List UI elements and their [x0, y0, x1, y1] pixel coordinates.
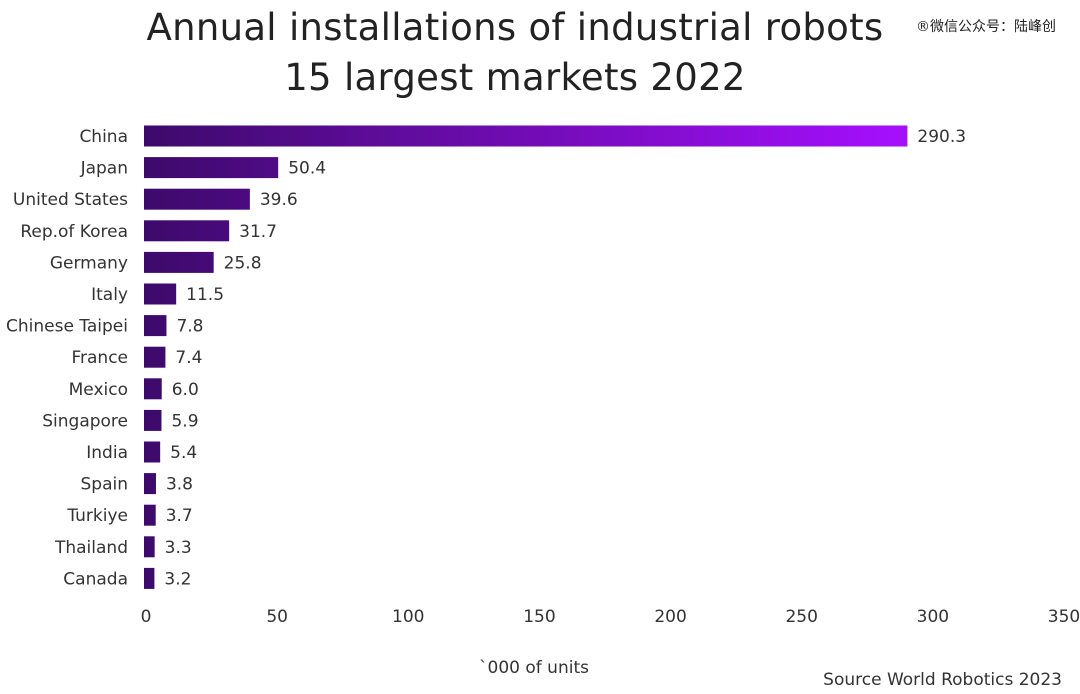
value-label: 6.0: [172, 380, 199, 400]
category-label: Germany: [50, 253, 128, 273]
value-label: 3.8: [166, 475, 193, 495]
bar-japan: [144, 157, 279, 179]
bar-india: [144, 441, 161, 463]
bar-thailand: [144, 536, 155, 558]
value-label: 3.7: [166, 506, 193, 526]
value-label: 5.9: [171, 411, 198, 431]
bars-layer: [144, 125, 908, 589]
bar-mexico: [144, 378, 162, 400]
category-label: Chinese Taipei: [6, 317, 128, 337]
value-label: 11.5: [186, 285, 224, 305]
bar-china: [144, 125, 908, 147]
category-label: France: [71, 348, 128, 368]
x-tick-label: 250: [785, 607, 817, 627]
value-label: 39.6: [260, 190, 298, 210]
chart-title: Annual installations of industrial robot…: [146, 6, 884, 49]
value-label: 7.8: [176, 317, 203, 337]
chart-subtitle: 15 largest markets 2022: [284, 56, 746, 99]
x-tick-label: 50: [266, 607, 288, 627]
category-label: United States: [13, 190, 128, 210]
category-label: India: [86, 443, 128, 463]
value-label: 50.4: [288, 159, 326, 179]
x-tick-label: 300: [917, 607, 949, 627]
category-label: Spain: [81, 475, 129, 495]
watermark-text: ®微信公众号：陆峰创: [916, 19, 1056, 35]
x-tick-label: 350: [1048, 607, 1080, 627]
category-label: Italy: [91, 285, 128, 305]
bar-rep-of-korea: [144, 220, 230, 242]
x-tick-label: 100: [392, 607, 424, 627]
category-label: Canada: [63, 569, 128, 589]
x-axis-title: `000 of units: [479, 658, 589, 678]
value-label: 3.3: [165, 538, 192, 558]
category-label: Japan: [80, 159, 128, 179]
category-label: Thailand: [54, 538, 128, 558]
category-label: China: [79, 127, 128, 147]
bar-united-states: [144, 188, 250, 210]
value-label: 31.7: [239, 222, 277, 242]
x-tick-label: 150: [523, 607, 555, 627]
source-note: Source World Robotics 2023: [823, 670, 1062, 690]
bar-turkiye: [144, 504, 156, 526]
bar-spain: [144, 473, 156, 495]
x-axis-ticks: 0 50 100 150 200 250 300 350: [141, 607, 1080, 627]
bar-germany: [144, 251, 214, 273]
value-label: 290.3: [917, 127, 966, 147]
x-tick-label: 200: [654, 607, 686, 627]
bar-france: [144, 346, 166, 368]
category-label: Turkiye: [66, 506, 128, 526]
value-label: 25.8: [224, 253, 262, 273]
value-label: 3.2: [164, 569, 191, 589]
labels-layer: China 290.3 Japan 50.4 United States 39.6 Rep.…: [6, 127, 966, 589]
category-label: Mexico: [69, 380, 128, 400]
bar-italy: [144, 283, 177, 305]
category-label: Rep.of Korea: [20, 222, 128, 242]
value-label: 7.4: [175, 348, 202, 368]
category-label: Singapore: [42, 411, 128, 431]
bar-chinese-taipei: [144, 315, 167, 337]
bar-canada: [144, 567, 155, 589]
value-label: 5.4: [170, 443, 197, 463]
bar-singapore: [144, 409, 162, 431]
x-tick-label: 0: [141, 607, 152, 627]
